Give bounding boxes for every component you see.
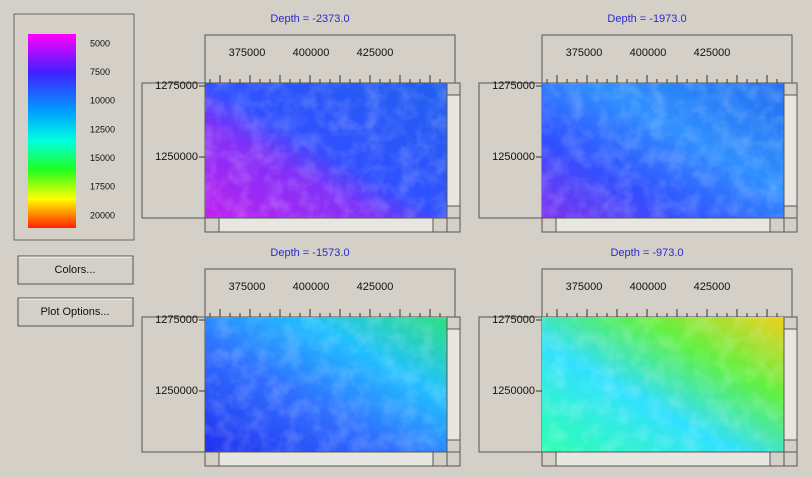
scroll-arrow[interactable] [205, 218, 219, 232]
x-tick-label: 400000 [293, 281, 330, 293]
heatmap-texture [205, 83, 447, 218]
scrollbar[interactable] [784, 83, 797, 218]
legend-label: 15000 [90, 153, 115, 163]
x-tick-label: 375000 [566, 47, 603, 59]
scroll-arrow[interactable] [542, 218, 556, 232]
scrollbar[interactable] [205, 218, 447, 232]
scroll-arrow[interactable] [447, 440, 460, 452]
scroll-arrow[interactable] [542, 452, 556, 466]
panel-title: Depth = -1973.0 [607, 13, 686, 25]
x-tick-label: 425000 [357, 47, 394, 59]
scrollbar[interactable] [447, 317, 460, 452]
x-axis-box [205, 269, 455, 317]
scroll-arrow[interactable] [447, 83, 460, 95]
colorbar [28, 34, 76, 228]
x-axis-box [542, 35, 792, 83]
scroll-corner [784, 452, 797, 466]
y-tick-label: 1250000 [155, 385, 198, 397]
x-tick-label: 375000 [566, 281, 603, 293]
legend-label: 12500 [90, 124, 115, 134]
scrollbar[interactable] [542, 218, 784, 232]
x-tick-label: 425000 [694, 281, 731, 293]
y-tick-label: 1275000 [155, 80, 198, 92]
y-tick-label: 1275000 [492, 314, 535, 326]
scroll-arrow[interactable] [784, 206, 797, 218]
panel-title: Depth = -1573.0 [270, 247, 349, 259]
y-tick-label: 1275000 [492, 80, 535, 92]
x-tick-label: 400000 [293, 47, 330, 59]
x-tick-label: 375000 [229, 47, 266, 59]
heatmap-texture [205, 317, 447, 452]
scroll-corner [447, 452, 460, 466]
x-tick-label: 400000 [630, 47, 667, 59]
button-label[interactable]: Colors... [55, 264, 96, 276]
scroll-arrow[interactable] [433, 452, 447, 466]
y-tick-label: 1250000 [492, 385, 535, 397]
heatmap-texture [542, 83, 784, 218]
scroll-arrow[interactable] [447, 317, 460, 329]
panel-title: Depth = -2373.0 [270, 13, 349, 25]
y-tick-label: 1250000 [492, 151, 535, 163]
button-label[interactable]: Plot Options... [40, 306, 109, 318]
legend-label: 20000 [90, 210, 115, 220]
scroll-arrow[interactable] [770, 452, 784, 466]
scroll-corner [784, 218, 797, 232]
x-tick-label: 425000 [694, 47, 731, 59]
scrollbar[interactable] [205, 452, 447, 466]
scroll-corner [447, 218, 460, 232]
window: 5000 7500 10000 12500 15000 17500 20000 Colors.… [0, 0, 812, 477]
scrollbar[interactable] [542, 452, 784, 466]
legend-label: 17500 [90, 182, 115, 192]
scroll-arrow[interactable] [433, 218, 447, 232]
x-axis-box [205, 35, 455, 83]
scrollbar[interactable] [784, 317, 797, 452]
heatmap-texture [542, 317, 784, 452]
y-tick-label: 1275000 [155, 314, 198, 326]
scroll-arrow[interactable] [205, 452, 219, 466]
x-tick-label: 400000 [630, 281, 667, 293]
legend-label: 5000 [90, 38, 110, 48]
scroll-arrow[interactable] [770, 218, 784, 232]
scrollbar[interactable] [447, 83, 460, 218]
panel-title: Depth = -973.0 [610, 247, 683, 259]
scroll-arrow[interactable] [784, 440, 797, 452]
scroll-arrow[interactable] [447, 206, 460, 218]
scroll-arrow[interactable] [784, 317, 797, 329]
x-tick-label: 375000 [229, 281, 266, 293]
legend-label: 7500 [90, 67, 110, 77]
y-tick-label: 1250000 [155, 151, 198, 163]
x-axis-box [542, 269, 792, 317]
x-tick-label: 425000 [357, 281, 394, 293]
legend-label: 10000 [90, 96, 115, 106]
scroll-arrow[interactable] [784, 83, 797, 95]
